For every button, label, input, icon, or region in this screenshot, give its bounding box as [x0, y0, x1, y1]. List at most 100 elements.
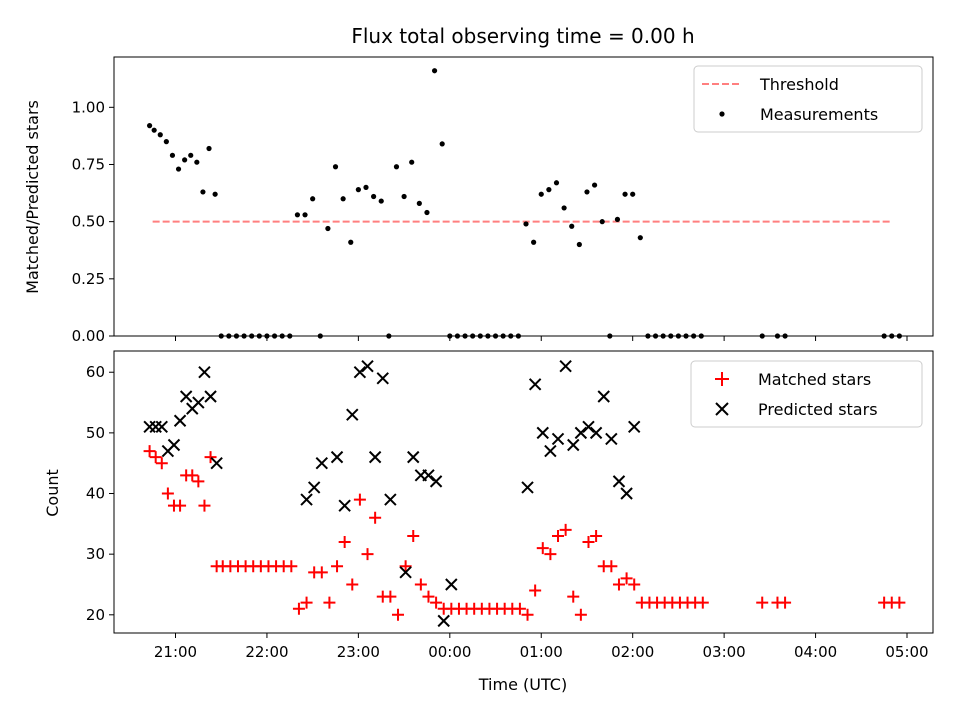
measurement-point — [378, 198, 384, 204]
measurement-point — [355, 187, 361, 193]
predicted-star-point — [179, 390, 193, 403]
matched-star-point — [361, 548, 374, 561]
predicted-star-point — [429, 475, 443, 488]
measurement-point — [151, 127, 157, 133]
measurement-point — [782, 333, 788, 339]
matched-legend-label: Matched stars — [758, 370, 871, 389]
matched-star-point — [574, 608, 587, 621]
predicted-star-point — [346, 408, 359, 421]
measurement-point — [637, 235, 643, 241]
predicted-star-point — [628, 420, 641, 434]
matched-star-point — [155, 457, 168, 470]
matched-star-point — [369, 511, 382, 524]
predicted-star-point — [204, 390, 217, 403]
predicted-star-point — [445, 578, 458, 591]
measurement-point — [584, 189, 590, 195]
matched-star-point — [285, 560, 298, 573]
matched-star-point — [430, 596, 443, 609]
measurement-point — [175, 166, 182, 172]
matched-star-point — [529, 584, 542, 597]
bottom-x-tick-label: 01:00 — [520, 643, 563, 661]
measurement-point — [477, 333, 483, 339]
predicted-star-point — [300, 493, 313, 506]
measurement-point — [569, 223, 575, 229]
matched-star-point — [353, 493, 366, 506]
measurement-point — [332, 164, 339, 170]
measurement-point — [470, 333, 476, 339]
matched-star-point — [422, 590, 435, 603]
measurement-point — [233, 333, 240, 339]
measurement-point — [310, 196, 316, 202]
measurement-point — [881, 333, 887, 339]
measurement-point — [409, 159, 415, 165]
matched-star-point — [399, 560, 412, 573]
measurement-point — [279, 333, 285, 339]
measurement-point — [163, 139, 169, 145]
measurement-point — [386, 333, 392, 339]
matched-star-point — [198, 499, 211, 512]
predicted-star-point — [376, 372, 389, 385]
matched-star-point — [143, 445, 156, 458]
bottom-legend: Matched stars Predicted stars — [690, 360, 923, 428]
measurement-point — [553, 180, 560, 186]
measurement-point — [401, 193, 407, 200]
matched-star-point — [612, 578, 625, 591]
predicted-star-point — [544, 444, 557, 458]
predicted-star-point — [551, 432, 565, 446]
bottom-x-tick-label: 03:00 — [703, 643, 746, 661]
predicted-star-point — [330, 450, 344, 464]
bottom-y-tick-label: 20 — [86, 606, 105, 624]
measurement-point — [188, 152, 194, 158]
predicted-star-point — [597, 390, 610, 403]
measurement-point — [454, 333, 461, 339]
matched-star-point — [567, 590, 580, 603]
top-frame — [113, 56, 934, 337]
threshold-legend-label: Threshold — [759, 75, 839, 94]
matched-star-point — [338, 536, 351, 549]
measurement-point — [652, 333, 659, 339]
predicted-star-point — [198, 366, 211, 379]
matched-star-point — [756, 596, 769, 609]
matched-star-point — [696, 596, 709, 609]
matched-star-point — [536, 542, 549, 555]
measurement-point — [182, 157, 188, 163]
predicted-star-point — [528, 378, 542, 391]
matched-star-point — [331, 560, 344, 573]
predicted-star-point — [559, 359, 572, 373]
predicted-star-point — [567, 438, 580, 452]
bottom-x-tick-label: 23:00 — [337, 643, 380, 661]
measurement-point — [896, 333, 902, 339]
top-y-tick-label: 1.00 — [72, 98, 105, 116]
measurement-point — [294, 212, 301, 218]
measurements-legend-label: Measurements — [760, 105, 878, 124]
measurement-point — [675, 333, 682, 339]
measurement-point — [462, 333, 468, 339]
measurement-point — [698, 333, 704, 339]
top-y-tick-label: 0.75 — [72, 155, 105, 173]
matched-star-point — [384, 590, 397, 603]
measurement-point — [226, 333, 232, 339]
bottom-legend-frame — [690, 360, 923, 428]
measurement-point — [599, 219, 605, 225]
measurement-point — [759, 333, 765, 339]
matched-star-point — [620, 572, 633, 585]
predicted-star-point — [582, 420, 595, 434]
predicted-legend-label: Predicted stars — [758, 400, 878, 419]
measurement-point — [212, 191, 218, 197]
top-plot-area: 0.00 0.25 0.50 0.75 1.00 — [72, 56, 934, 345]
predicted-star-point — [368, 450, 382, 464]
top-legend: Threshold Measurements — [693, 65, 923, 133]
measurement-point — [424, 209, 430, 216]
matched-legend-swatch — [715, 372, 729, 386]
matched-star-point — [323, 596, 336, 609]
predicted-star-point — [521, 481, 534, 494]
matched-star-point — [628, 578, 641, 591]
measurement-point — [531, 239, 537, 245]
measurement-point — [200, 189, 206, 195]
matched-star-point — [513, 602, 526, 615]
measurement-point — [508, 333, 514, 339]
measurement-point — [485, 333, 491, 339]
measurement-point — [249, 333, 255, 339]
measurement-point — [668, 333, 674, 339]
